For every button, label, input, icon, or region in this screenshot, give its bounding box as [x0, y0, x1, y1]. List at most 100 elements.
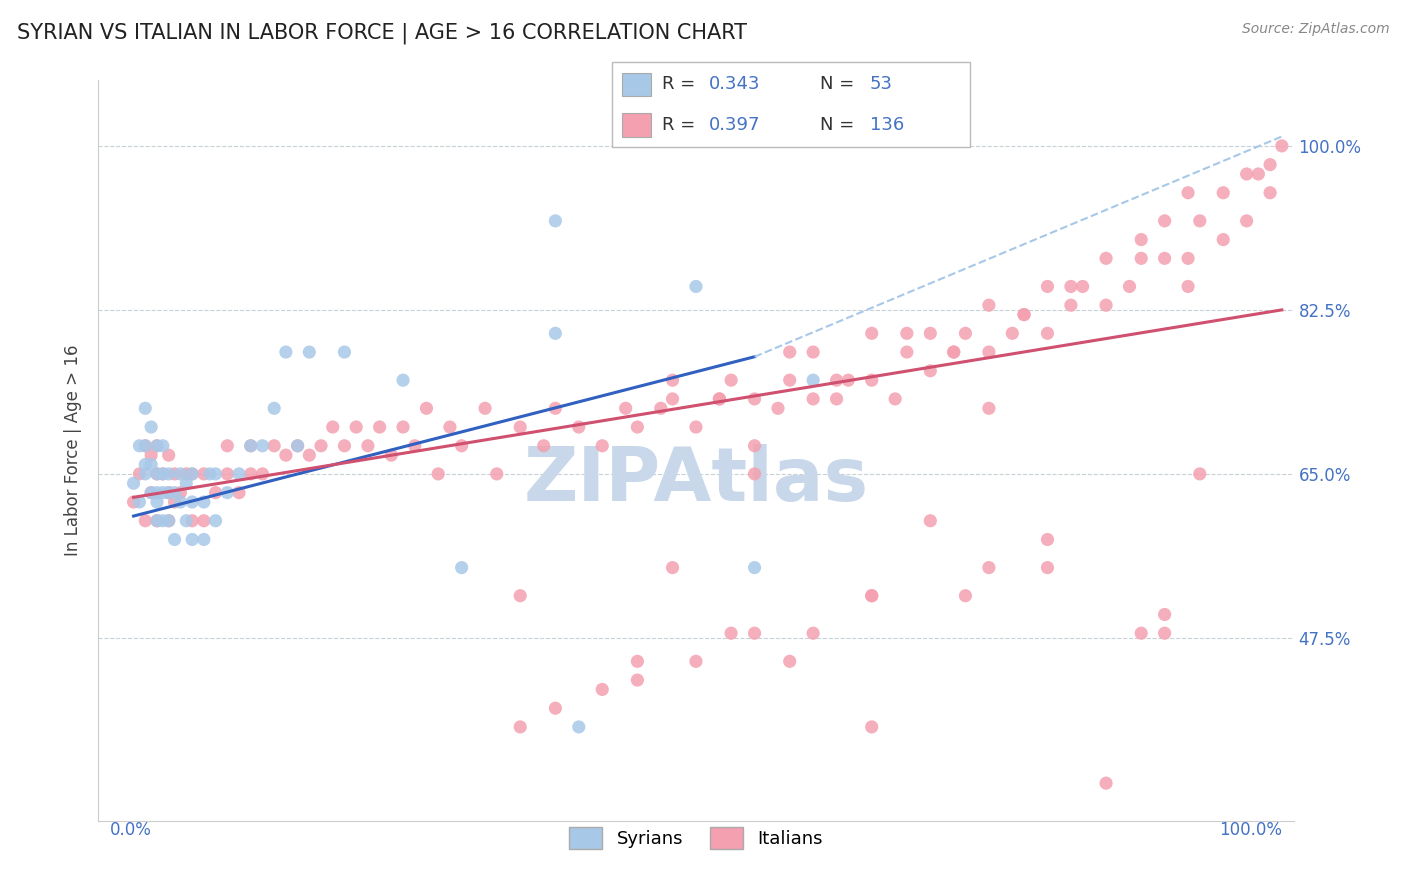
Point [1177, 252, 1199, 266]
Point [146, 514, 169, 528]
Text: SYRIAN VS ITALIAN IN LABOR FORCE | AGE > 16 CORRELATION CHART: SYRIAN VS ITALIAN IN LABOR FORCE | AGE >… [17, 22, 747, 44]
Point [204, 467, 226, 481]
Point [141, 485, 163, 500]
Point [860, 373, 883, 387]
Point [287, 439, 309, 453]
Point [181, 533, 204, 547]
Point [134, 439, 156, 453]
Point [392, 373, 415, 387]
Point [404, 439, 426, 453]
Legend: Syrians, Italians: Syrians, Italians [562, 820, 830, 856]
Point [239, 439, 262, 453]
Point [860, 326, 883, 341]
Point [1036, 279, 1059, 293]
Point [193, 495, 215, 509]
Point [485, 467, 508, 481]
Point [146, 439, 169, 453]
Point [1012, 308, 1035, 322]
Point [685, 279, 707, 293]
Point [427, 467, 450, 481]
Point [181, 467, 204, 481]
Point [217, 485, 239, 500]
Point [146, 495, 169, 509]
Point [1258, 158, 1281, 172]
Point [1258, 186, 1281, 200]
Point [239, 439, 262, 453]
Point [860, 720, 883, 734]
Point [1130, 252, 1153, 266]
Point [252, 439, 274, 453]
Y-axis label: In Labor Force | Age > 16: In Labor Force | Age > 16 [65, 344, 83, 557]
Point [163, 533, 186, 547]
Point [825, 373, 848, 387]
Text: R =: R = [662, 116, 700, 134]
Point [509, 589, 531, 603]
Point [134, 514, 156, 528]
Point [626, 673, 648, 687]
Point [439, 420, 461, 434]
Point [193, 533, 215, 547]
Bar [623, 72, 651, 96]
Point [977, 560, 1000, 574]
Point [977, 298, 1000, 312]
Point [1236, 167, 1258, 181]
Point [801, 345, 824, 359]
Point [333, 345, 356, 359]
Point [1060, 279, 1083, 293]
Point [368, 420, 391, 434]
Point [568, 720, 591, 734]
Point [1153, 607, 1175, 622]
Text: 136: 136 [870, 116, 904, 134]
Point [415, 401, 437, 416]
Point [661, 392, 683, 406]
Point [1236, 214, 1258, 228]
Point [779, 345, 801, 359]
Point [174, 467, 197, 481]
Text: ZIPAtlas: ZIPAtlas [523, 443, 869, 516]
Point [1177, 186, 1199, 200]
Point [509, 720, 531, 734]
Point [146, 467, 169, 481]
Point [152, 439, 174, 453]
Point [896, 345, 918, 359]
Point [1060, 298, 1083, 312]
Point [860, 589, 883, 603]
Point [942, 345, 965, 359]
Point [134, 467, 156, 481]
Point [1212, 233, 1234, 247]
Point [146, 485, 169, 500]
Point [920, 514, 942, 528]
Point [309, 439, 332, 453]
Text: 0.0%: 0.0% [110, 821, 152, 838]
Point [626, 420, 648, 434]
Point [204, 485, 226, 500]
Point [1153, 252, 1175, 266]
Point [298, 345, 321, 359]
Point [174, 514, 197, 528]
Point [380, 448, 402, 462]
Point [1036, 560, 1059, 574]
Point [884, 392, 907, 406]
Point [544, 214, 567, 228]
Point [955, 326, 977, 341]
Point [1153, 214, 1175, 228]
Point [544, 326, 567, 341]
Point [198, 467, 221, 481]
Point [152, 485, 174, 500]
Point [626, 654, 648, 668]
Point [157, 485, 180, 500]
Point [174, 476, 197, 491]
Point [163, 495, 186, 509]
Point [157, 467, 180, 481]
Point [801, 392, 824, 406]
Point [744, 439, 766, 453]
Point [1212, 186, 1234, 200]
Point [1188, 467, 1211, 481]
Point [152, 467, 174, 481]
Point [357, 439, 380, 453]
Text: N =: N = [820, 116, 859, 134]
Point [509, 420, 531, 434]
Point [1012, 308, 1035, 322]
Point [128, 439, 150, 453]
Point [661, 373, 683, 387]
